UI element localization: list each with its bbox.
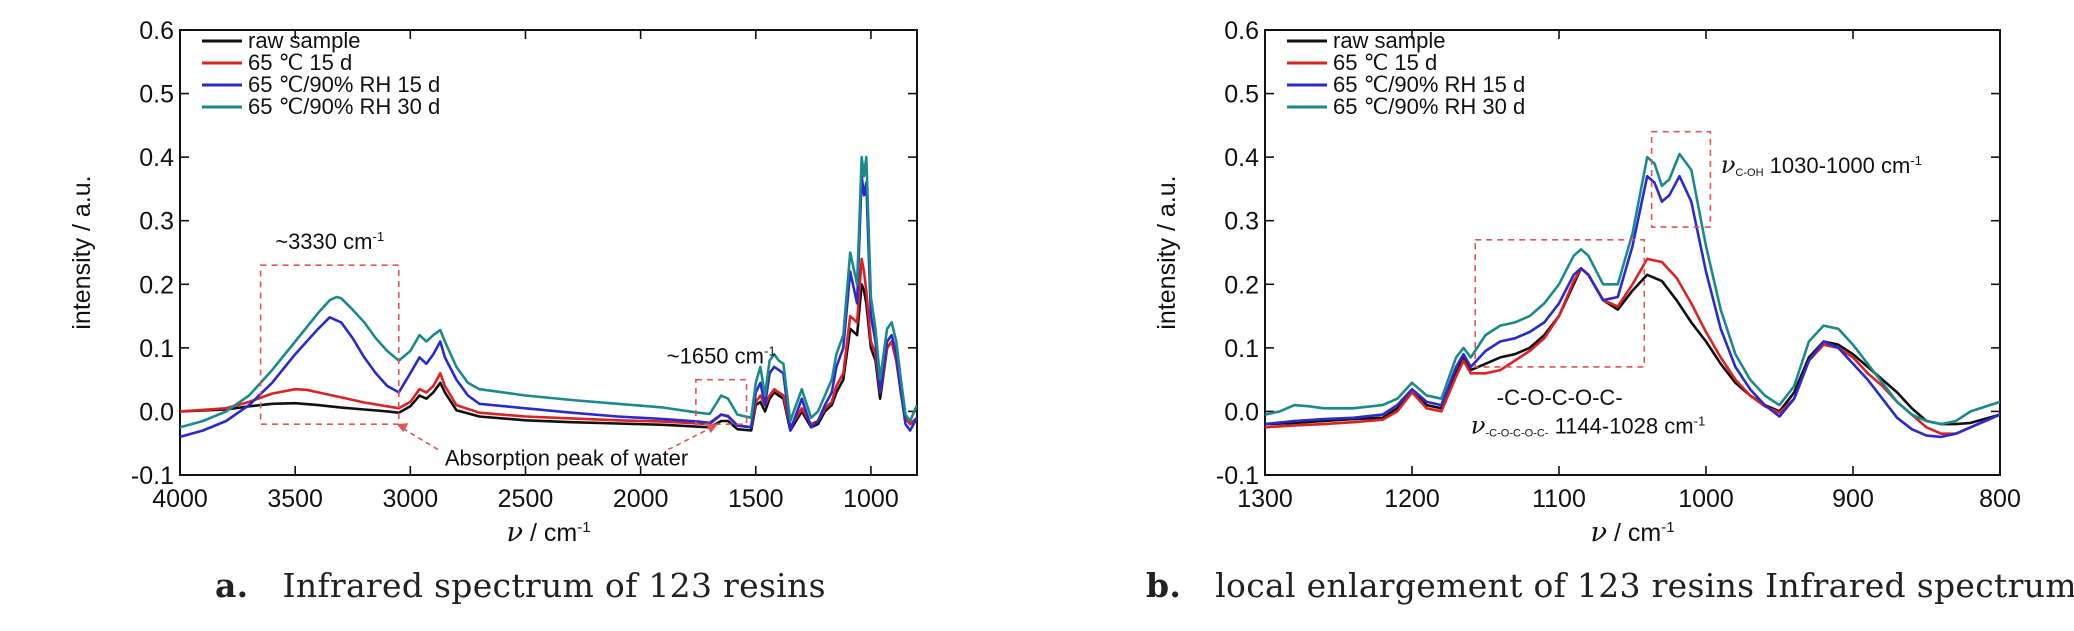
series-line-1 <box>1265 257 2000 435</box>
y-tick-label: 0.5 <box>1224 81 1259 109</box>
annotation-label-coh: νC-OH 1030-1000 cm-1 <box>1721 151 1922 179</box>
annotation-arrowhead-left <box>396 423 409 433</box>
y-tick-label: 0.1 <box>139 335 174 363</box>
legend-label: 65 ℃/90% RH 30 d <box>248 94 440 119</box>
series-line-3 <box>180 155 917 429</box>
annotation-label-water: Absorption peak of water <box>445 445 688 470</box>
y-tick-label: 0.3 <box>139 208 174 236</box>
annotation-box-3330 <box>259 264 400 425</box>
y-axis-label: intensity / a.u. <box>68 175 96 329</box>
y-tick-label: -0.1 <box>131 462 174 490</box>
panel-a: -0.1 0.0 0.1 0.2 0.3 0.4 0.5 0.6 4000 3500 3000 250… <box>68 17 918 548</box>
x-tick-label: 3500 <box>267 485 323 513</box>
legend-label: 65 ℃/90% RH 15 d <box>1333 72 1525 97</box>
legend-label: 65 ℃ 15 d <box>248 50 352 75</box>
y-tick-label: 0.6 <box>139 17 174 45</box>
caption-a: a. Infrared spectrum of 123 resins <box>215 566 826 605</box>
x-tick-label: 1000 <box>1678 485 1734 513</box>
legend-label: 65 ℃/90% RH 15 d <box>248 72 440 97</box>
annotation-label-3330: ~3330 cm-1 <box>275 229 384 254</box>
x-axis-label: ν / cm-1 <box>1590 516 1674 548</box>
annotation-label-coc: -C-O-C-O-C- <box>1497 385 1623 410</box>
y-tick-label: 0.4 <box>139 144 174 172</box>
x-tick-label: 2500 <box>498 485 554 513</box>
annotation-box-coc <box>1474 238 1646 368</box>
x-tick-label: 1000 <box>843 485 899 513</box>
y-tick-label: -0.1 <box>1216 462 1259 490</box>
panel-b: -0.1 0.0 0.1 0.2 0.3 0.4 0.5 0.6 1300 1200 1100 100… <box>1153 17 2021 548</box>
y-tick-label: 0.0 <box>1224 398 1259 426</box>
x-tick-label: 900 <box>1832 485 1874 513</box>
x-tick-label: 1100 <box>1532 485 1586 513</box>
annotation-arrowhead-right <box>705 424 718 434</box>
y-tick-label: 0.2 <box>1224 271 1259 299</box>
series-line-0 <box>180 283 917 432</box>
x-tick-label: 3000 <box>383 485 439 513</box>
plot-frame <box>179 29 918 476</box>
x-tick-label: 800 <box>1979 485 2021 513</box>
y-tick-label: 0.0 <box>139 398 174 426</box>
y-axis-label: intensity / a.u. <box>1153 175 1181 329</box>
y-tick-label: 0.1 <box>1224 335 1259 363</box>
caption-b-text: local enlargement of 123 resins Infrared… <box>1215 566 2074 605</box>
x-tick-label: 1500 <box>728 485 784 513</box>
legend-label: 65 ℃ 15 d <box>1333 50 1437 75</box>
annotation-label-1650: ~1650 cm-1 <box>667 344 776 369</box>
y-tick-label: 0.5 <box>139 81 174 109</box>
plot-frame <box>1264 29 2001 476</box>
legend-label: raw sample <box>248 28 360 53</box>
caption-a-letter: a. <box>215 566 249 605</box>
caption-b-letter: b. <box>1146 566 1182 605</box>
annotation-box-1650 <box>695 378 748 425</box>
legend-label: raw sample <box>1333 28 1445 53</box>
legend-label: 65 ℃/90% RH 30 d <box>1333 94 1525 119</box>
y-tick-label: 0.6 <box>1224 17 1259 45</box>
x-tick-label: 1200 <box>1384 485 1440 513</box>
annotation-arrow-water-right <box>667 426 713 451</box>
series-line-2 <box>180 174 917 439</box>
annotation-arrow-water-left <box>400 426 439 451</box>
caption-a-text: Infrared spectrum of 123 resins <box>282 566 826 605</box>
x-tick-label: 2000 <box>613 485 669 513</box>
series-line-2 <box>1265 174 2000 439</box>
x-tick-label: 4000 <box>152 485 208 513</box>
y-tick-label: 0.3 <box>1224 208 1259 236</box>
x-tick-label: 1300 <box>1237 485 1293 513</box>
series-line-0 <box>1265 267 2000 426</box>
caption-b: b. local enlargement of 123 resins Infrar… <box>1146 566 2074 605</box>
annotation-label-coc-range: ν-C-O-C-O-C- 1144-1028 cm-1 <box>1471 412 1706 440</box>
series-line-3 <box>1265 152 2000 426</box>
y-tick-label: 0.2 <box>139 271 174 299</box>
y-tick-label: 0.4 <box>1224 144 1259 172</box>
x-axis-label: ν / cm-1 <box>506 516 590 548</box>
